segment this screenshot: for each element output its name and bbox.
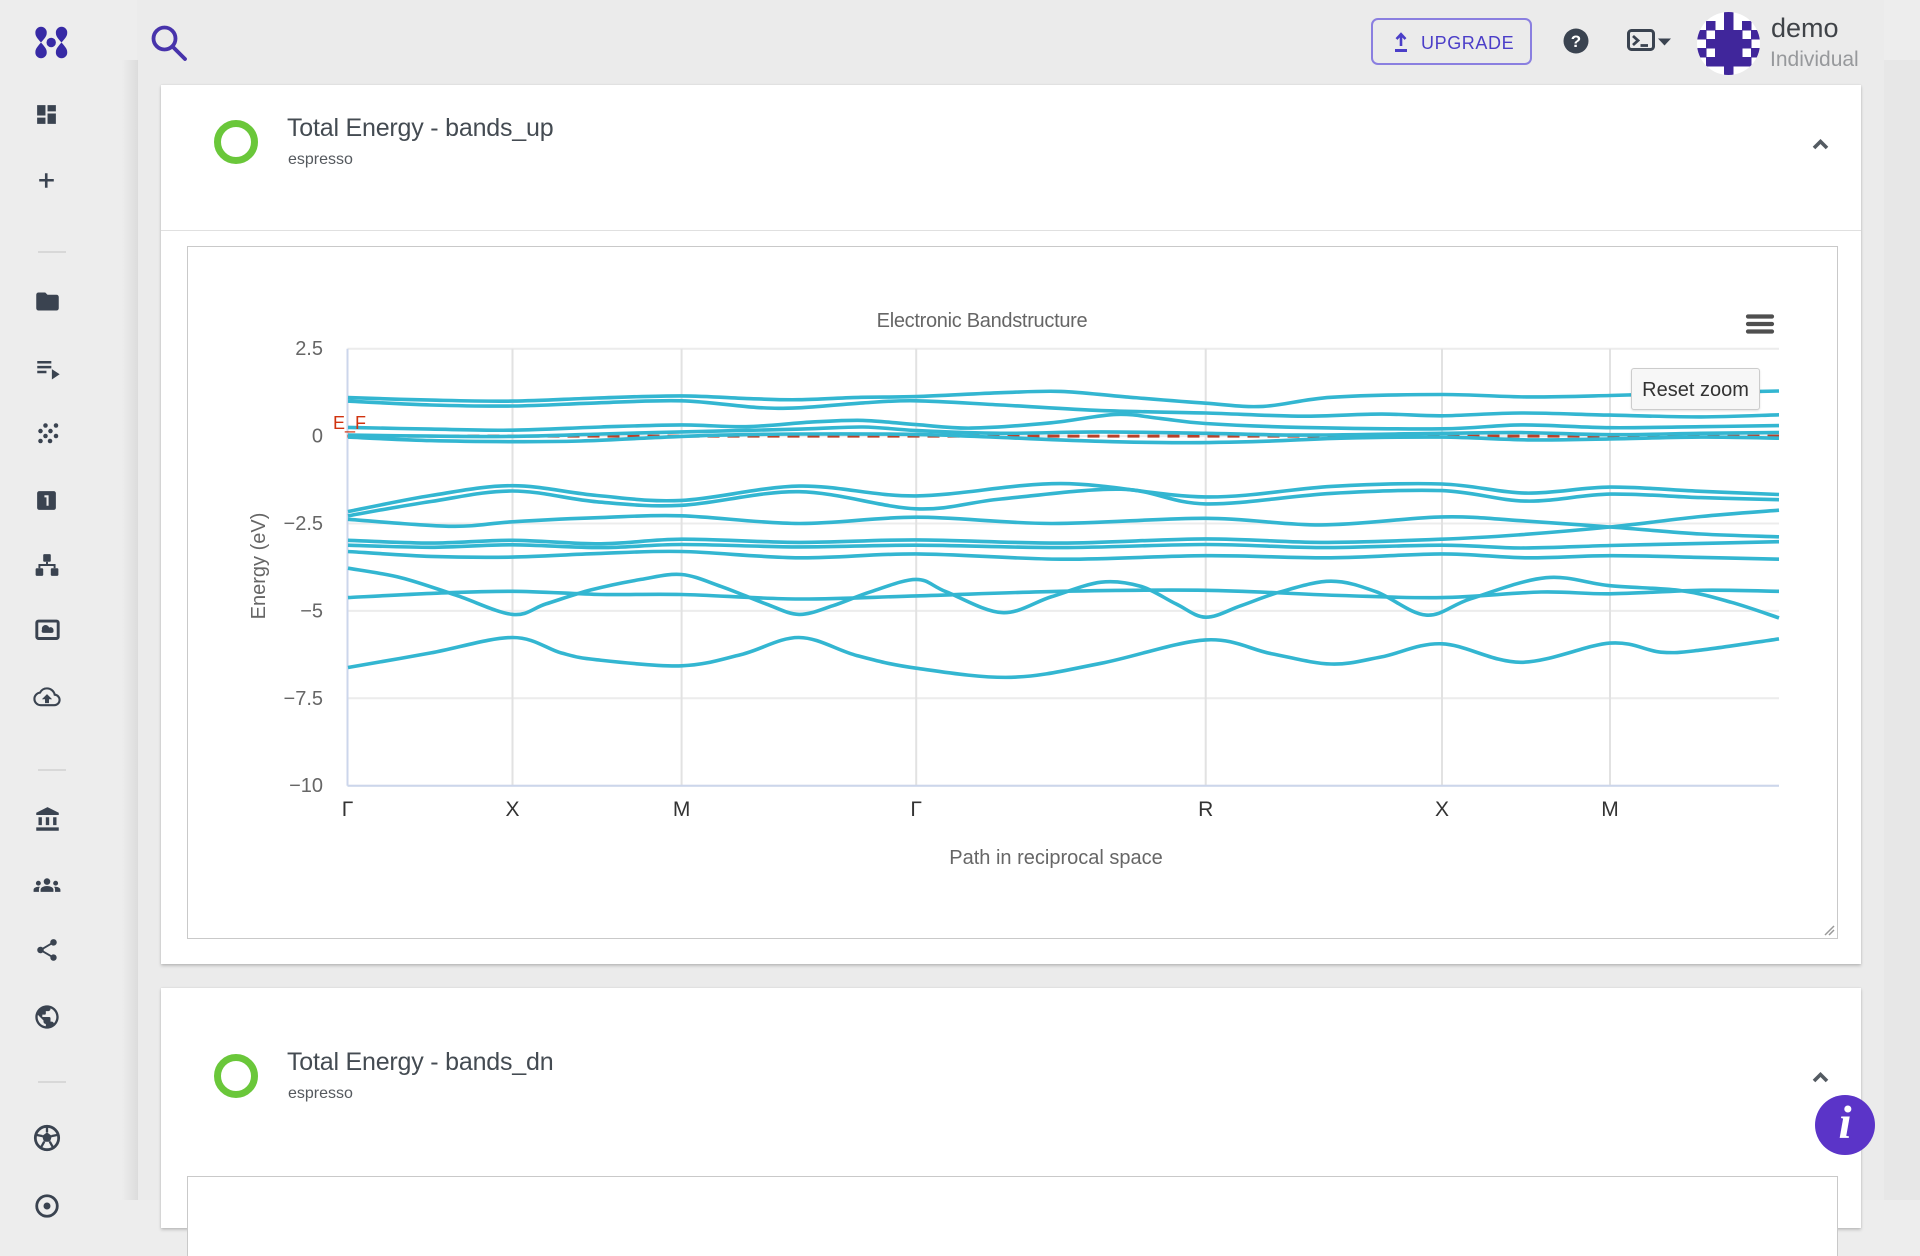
svg-text:?: ? bbox=[1571, 32, 1581, 51]
svg-text:2.5: 2.5 bbox=[295, 338, 323, 360]
svg-text:−10: −10 bbox=[289, 775, 323, 797]
svg-text:M: M bbox=[673, 798, 691, 821]
svg-text:E_F: E_F bbox=[333, 413, 366, 434]
svg-text:−5: −5 bbox=[300, 600, 323, 622]
svg-text:Γ: Γ bbox=[342, 798, 354, 821]
svg-text:Electronic Bandstructure: Electronic Bandstructure bbox=[877, 310, 1088, 332]
svg-text:X: X bbox=[505, 798, 519, 821]
svg-text:M: M bbox=[1601, 798, 1619, 821]
svg-text:Energy (eV): Energy (eV) bbox=[248, 513, 270, 620]
svg-text:X: X bbox=[1435, 798, 1449, 821]
svg-text:Γ: Γ bbox=[910, 798, 922, 821]
svg-text:R: R bbox=[1198, 798, 1213, 821]
svg-text:−7.5: −7.5 bbox=[284, 688, 323, 710]
svg-text:Path in reciprocal space: Path in reciprocal space bbox=[949, 847, 1162, 869]
svg-text:0: 0 bbox=[312, 426, 323, 448]
svg-text:−2.5: −2.5 bbox=[284, 513, 323, 535]
